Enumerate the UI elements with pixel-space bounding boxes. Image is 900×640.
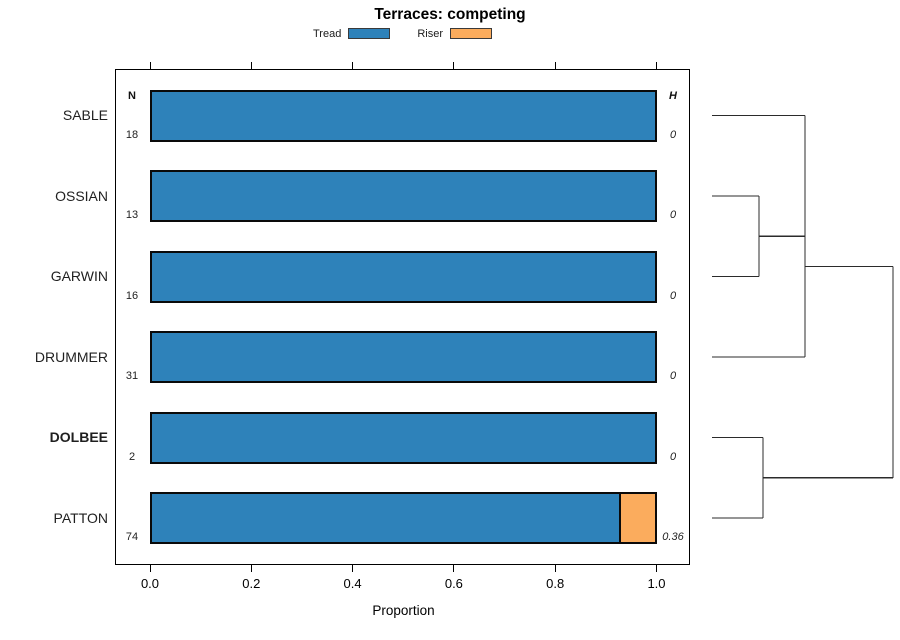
tread-segment [150, 411, 657, 464]
tread-segment [150, 250, 657, 303]
top-tick [453, 62, 455, 69]
top-tick [554, 62, 556, 69]
legend-item-tread: Tread [313, 27, 391, 40]
x-tick-label: 1.0 [647, 576, 666, 591]
top-tick [250, 62, 252, 69]
stacked-bar [150, 331, 657, 383]
tread-segment [150, 492, 622, 544]
h-value: 0 [669, 209, 677, 221]
x-tick-label: 0.0 [140, 576, 160, 591]
h-value: 0 [669, 128, 677, 141]
top-tick [149, 62, 151, 69]
bottom-tick [352, 565, 354, 572]
x-tick-label: 0.6 [444, 576, 463, 591]
legend: Tread Riser [115, 26, 690, 41]
riser-swatch [450, 28, 492, 39]
stacked-bar [150, 492, 657, 544]
category-label: GARWIN [50, 268, 108, 284]
bottom-tick [149, 565, 151, 572]
bottom-tick [656, 565, 657, 572]
bottom-tick [250, 565, 252, 572]
plot-area [115, 69, 690, 565]
legend-item-riser: Riser [417, 28, 492, 40]
n-value: 31 [125, 370, 139, 382]
legend-label-tread: Tread [313, 27, 342, 40]
stacked-bar [150, 250, 657, 303]
category-label: DRUMMER [34, 348, 108, 365]
top-tick [656, 62, 657, 69]
n-value: 13 [125, 209, 139, 221]
h-value: 0 [669, 289, 677, 302]
stacked-bar [150, 170, 657, 222]
n-value: 74 [125, 531, 139, 543]
bottom-tick [554, 565, 556, 572]
tread-swatch [348, 28, 391, 39]
n-value: 16 [125, 289, 139, 302]
bottom-tick [453, 565, 455, 572]
chart-title: Terraces: competing [374, 6, 526, 23]
stacked-bar [150, 411, 657, 464]
n-value: 18 [125, 128, 139, 141]
tread-segment [150, 331, 657, 383]
category-label: OSSIAN [55, 187, 108, 204]
tread-segment [150, 170, 657, 222]
n-column-header: N [128, 90, 136, 102]
stacked-bar [150, 89, 657, 142]
n-value: 2 [128, 450, 136, 463]
h-column-header: H [669, 90, 677, 102]
h-value: 0.36 [662, 531, 684, 543]
x-tick-label: 0.8 [546, 576, 565, 591]
x-axis-label: Proportion [372, 603, 435, 618]
h-value: 0 [669, 370, 677, 382]
legend-label-riser: Riser [417, 27, 443, 40]
category-label: SABLE [62, 107, 108, 123]
h-value: 0 [669, 450, 677, 463]
category-label: DOLBEE [49, 429, 108, 445]
x-tick-label: 0.4 [343, 576, 362, 591]
tread-segment [150, 89, 657, 142]
riser-segment [619, 492, 657, 544]
top-tick [352, 62, 354, 69]
category-label: PATTON [53, 509, 108, 526]
x-tick-label: 0.2 [242, 576, 261, 591]
